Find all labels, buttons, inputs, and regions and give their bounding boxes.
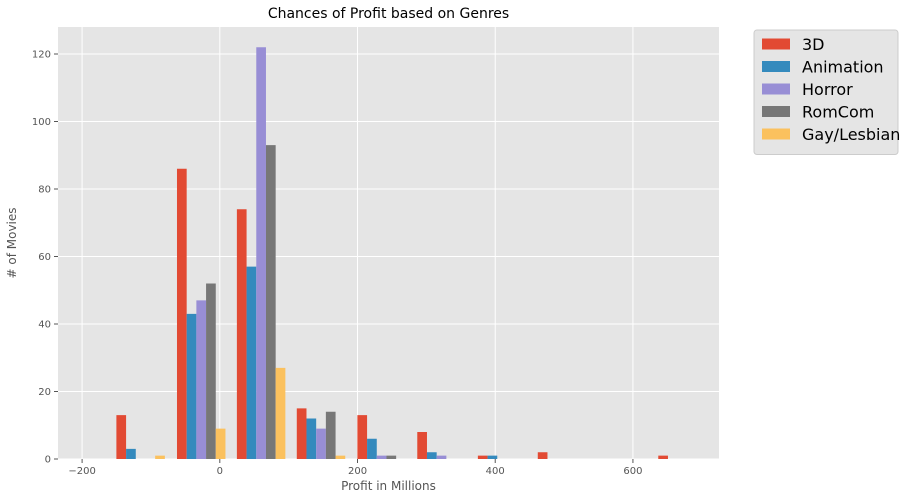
legend-label: 3D [802,35,825,54]
x-axis-ticks: −200 0 200 400 600 [68,459,642,477]
bar-animation [426,452,437,459]
bar-gay-lesbian [275,367,286,459]
y-tick-label: 80 [38,185,51,196]
y-tick-label: 40 [38,320,51,331]
bar-3d [236,209,247,459]
y-tick-label: 120 [32,50,51,61]
bar-romcom [325,411,336,459]
bar-animation [306,418,317,459]
bar-romcom [206,283,216,459]
chart-title: Chances of Profit based on Genres [268,6,509,22]
x-tick-label: −200 [68,466,95,477]
y-tick-label: 100 [32,117,51,128]
bar-3d [176,168,187,459]
legend: 3D Animation Horror RomCom Gay/Lesbian [753,29,900,155]
legend-swatch [762,106,790,117]
legend-swatch [762,83,790,95]
x-tick-label: 0 [217,466,223,477]
bar-3d [116,415,127,459]
bar-animation [367,438,377,459]
y-axis-ticks: 0 20 40 60 80 100 120 [32,50,58,466]
bar-horror [316,428,326,459]
bars-group [116,47,668,459]
bar-3d [296,408,307,459]
y-tick-label: 60 [38,252,51,263]
bar-horror [256,47,266,459]
legend-label: Animation [802,58,884,77]
bar-animation [246,266,257,459]
legend-label: RomCom [802,103,874,122]
bar-romcom [265,145,276,459]
legend-swatch [762,128,790,140]
bar-3d [357,415,368,459]
bar-animation [186,313,197,459]
bar-3d [477,455,488,459]
bar-romcom [386,455,397,459]
y-tick-label: 0 [45,455,51,466]
legend-label: Horror [802,80,853,99]
bar-3d [417,432,427,459]
legend-swatch [762,38,790,50]
x-tick-label: 400 [486,466,505,477]
bar-animation [126,448,136,459]
bar-animation [487,455,498,459]
legend-swatch [762,61,790,72]
x-tick-label: 600 [623,466,642,477]
bar-3d [658,455,668,459]
x-tick-label: 200 [348,466,367,477]
bar-horror [196,300,207,459]
bar-3d [537,452,548,459]
y-axis-label: # of Movies [5,207,19,278]
bar-horror [376,455,387,459]
legend-label: Gay/Lesbian [802,125,900,144]
plot-area [58,27,719,459]
bar-gay-lesbian [215,428,226,459]
bar-horror [436,455,447,459]
x-axis-label: Profit in Millions [341,479,436,493]
y-tick-label: 20 [38,387,51,398]
bar-gay-lesbian [155,455,165,459]
bar-gay-lesbian [335,455,346,459]
